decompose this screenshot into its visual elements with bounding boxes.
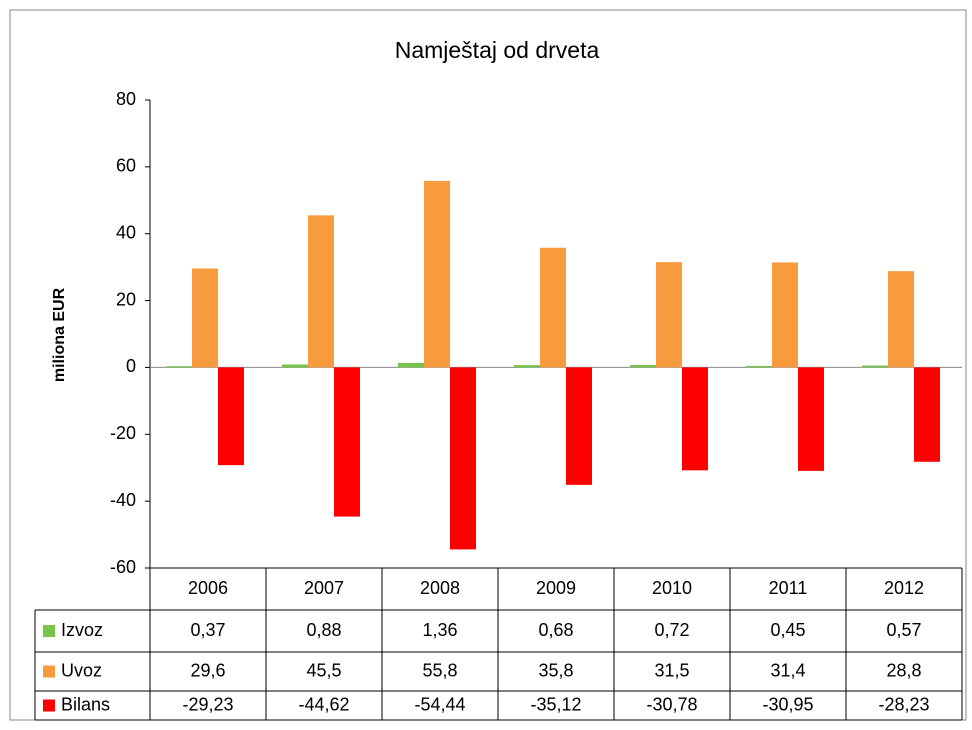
- bar: [192, 268, 218, 368]
- table-cell: -30,78: [646, 694, 697, 714]
- bar: [798, 367, 824, 471]
- x-tick-label: 2010: [652, 578, 692, 598]
- table-cell: 1,36: [422, 620, 457, 640]
- y-tick-label: 80: [116, 89, 136, 109]
- table-cell: -35,12: [530, 694, 581, 714]
- x-tick-label: 2006: [188, 578, 228, 598]
- table-cell: 0,37: [190, 620, 225, 640]
- x-tick-label: 2012: [884, 578, 924, 598]
- table-cell: 0,68: [538, 620, 573, 640]
- bar: [450, 367, 476, 550]
- y-tick-label: -60: [110, 557, 136, 577]
- bar: [746, 365, 772, 368]
- table-cell: 0,88: [306, 620, 341, 640]
- table-cell: 0,57: [886, 620, 921, 640]
- legend-label: Izvoz: [61, 620, 103, 640]
- x-tick-label: 2011: [769, 578, 808, 598]
- bar: [862, 365, 888, 368]
- legend-swatch: [43, 699, 55, 712]
- table-cell: -44,62: [298, 694, 349, 714]
- bar: [656, 262, 682, 368]
- legend-swatch: [43, 665, 55, 678]
- bar: [424, 180, 450, 368]
- bar: [282, 364, 308, 368]
- legend-label: Bilans: [61, 694, 110, 714]
- table-cell: 45,5: [306, 660, 341, 680]
- bar: [218, 367, 244, 466]
- table-cell: 35,8: [538, 660, 573, 680]
- table-cell: 31,5: [654, 660, 689, 680]
- bar: [166, 366, 192, 368]
- bar: [682, 367, 708, 471]
- y-tick-label: -20: [110, 423, 136, 443]
- bar: [514, 365, 540, 368]
- bar: [914, 367, 940, 462]
- chart-title: Namještaj od drveta: [395, 37, 600, 63]
- table-cell: 55,8: [422, 660, 457, 680]
- bar: [308, 215, 334, 368]
- y-axis-label: miliona EUR: [51, 287, 68, 382]
- bar: [566, 367, 592, 485]
- table-cell: 29,6: [190, 660, 225, 680]
- chart-area: [9, 9, 967, 721]
- bar: [888, 271, 914, 368]
- bar: [398, 362, 424, 368]
- x-tick-label: 2009: [536, 578, 576, 598]
- bar: [772, 262, 798, 368]
- y-tick-label: 20: [116, 289, 136, 309]
- bar: [334, 367, 360, 517]
- table-cell: 0,45: [770, 620, 805, 640]
- legend-swatch: [43, 625, 55, 637]
- bar: [630, 365, 656, 368]
- table-cell: 28,8: [886, 660, 921, 680]
- table-cell: -54,44: [414, 694, 465, 714]
- y-tick-label: 60: [116, 156, 136, 176]
- x-tick-label: 2008: [420, 578, 460, 598]
- bar: [540, 247, 566, 368]
- y-tick-label: 40: [116, 222, 136, 242]
- y-tick-label: 0: [126, 356, 136, 376]
- x-tick-label: 2007: [304, 578, 344, 598]
- y-tick-label: -40: [110, 490, 136, 510]
- table-cell: 31,4: [770, 660, 805, 680]
- table-cell: 0,72: [654, 620, 689, 640]
- table-cell: -30,95: [762, 694, 813, 714]
- legend-label: Uvoz: [61, 660, 102, 680]
- table-cell: -28,23: [878, 694, 929, 714]
- table-cell: -29,23: [182, 694, 233, 714]
